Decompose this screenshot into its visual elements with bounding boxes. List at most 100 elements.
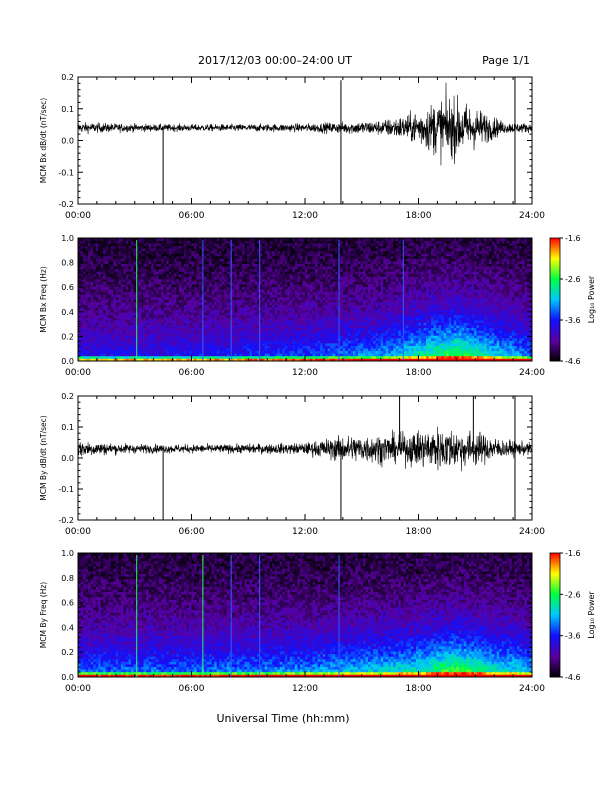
heatmap-cell bbox=[252, 296, 255, 300]
heatmap-cell bbox=[315, 294, 318, 298]
heatmap-cell bbox=[294, 268, 298, 272]
heatmap-cell bbox=[125, 253, 129, 257]
heatmap-cell bbox=[100, 279, 104, 282]
heatmap-cell bbox=[103, 240, 107, 244]
heatmap-cell bbox=[252, 309, 255, 313]
heatmap-cell bbox=[279, 284, 283, 288]
heatmap-cell bbox=[297, 276, 301, 280]
heatmap-cell bbox=[168, 255, 172, 259]
y-tick-label: 0.1 bbox=[61, 105, 74, 114]
heatmap-cell bbox=[289, 343, 293, 346]
heatmap-cell bbox=[136, 289, 139, 293]
heatmap-cell bbox=[287, 307, 291, 311]
heatmap-cell bbox=[330, 304, 334, 308]
heatmap-cell bbox=[83, 314, 86, 318]
heatmap-cell bbox=[115, 345, 119, 349]
heatmap-cell bbox=[163, 332, 167, 336]
heatmap-cell bbox=[332, 340, 336, 344]
heatmap-cell bbox=[151, 322, 155, 326]
heatmap-cell bbox=[206, 268, 210, 272]
heatmap-cell bbox=[307, 261, 311, 264]
heatmap-cell bbox=[113, 345, 117, 349]
heatmap-cell bbox=[178, 332, 182, 336]
heatmap-cell bbox=[136, 273, 139, 277]
heatmap-cell bbox=[246, 299, 250, 303]
heatmap-cell bbox=[125, 350, 129, 354]
heatmap-cell bbox=[168, 325, 172, 329]
heatmap-cell bbox=[257, 345, 260, 349]
heatmap-cell bbox=[130, 325, 134, 329]
heatmap-cell bbox=[252, 255, 255, 259]
heatmap-cell bbox=[156, 312, 160, 316]
heatmap-cell bbox=[133, 255, 137, 259]
heatmap-cell bbox=[196, 248, 200, 252]
heatmap-cell bbox=[305, 284, 308, 288]
heatmap-cell bbox=[292, 322, 296, 326]
heatmap-cell bbox=[115, 302, 119, 305]
heatmap-cell bbox=[236, 261, 240, 264]
heatmap-cell bbox=[305, 335, 308, 339]
heatmap-cell bbox=[153, 284, 157, 288]
heatmap-cell bbox=[188, 343, 192, 346]
heatmap-cell bbox=[284, 355, 288, 359]
heatmap-cell bbox=[302, 243, 306, 247]
heatmap-cell bbox=[284, 255, 288, 259]
heatmap-cell bbox=[151, 240, 155, 244]
heatmap-cell bbox=[252, 291, 255, 295]
heatmap-cell bbox=[307, 325, 311, 329]
heatmap-cell bbox=[156, 238, 160, 241]
heatmap-cell bbox=[317, 294, 321, 298]
heatmap-cell bbox=[246, 317, 250, 321]
heatmap-cell bbox=[128, 332, 132, 336]
heatmap-cell bbox=[214, 268, 218, 272]
heatmap-cell bbox=[310, 299, 313, 303]
heatmap-cell bbox=[219, 279, 223, 282]
heatmap-cell bbox=[113, 245, 117, 249]
heatmap-cell bbox=[320, 240, 323, 244]
heatmap-cell bbox=[297, 253, 301, 257]
heatmap-cell bbox=[322, 258, 326, 262]
heatmap-cell bbox=[108, 281, 112, 285]
heatmap-cell bbox=[211, 266, 215, 270]
heatmap-cell bbox=[148, 248, 152, 252]
heatmap-cell bbox=[168, 337, 172, 341]
heatmap-cell bbox=[125, 240, 129, 244]
heatmap-cell bbox=[178, 258, 182, 262]
heatmap-cell bbox=[279, 299, 283, 303]
heatmap-cell bbox=[312, 296, 316, 300]
heatmap-cell bbox=[191, 330, 195, 334]
heatmap-cell bbox=[88, 250, 91, 254]
heatmap-cell bbox=[226, 302, 230, 305]
heatmap-cell bbox=[262, 248, 265, 252]
heatmap-cell bbox=[156, 294, 160, 298]
heatmap-cell bbox=[108, 302, 112, 305]
heatmap-cell bbox=[151, 250, 155, 254]
heatmap-cell bbox=[105, 248, 109, 252]
heatmap-cell bbox=[241, 273, 245, 277]
heatmap-cell bbox=[204, 340, 207, 344]
heatmap-cell bbox=[277, 294, 281, 298]
heatmap-cell bbox=[90, 312, 94, 316]
heatmap-cell bbox=[196, 263, 200, 267]
heatmap-cell bbox=[269, 250, 273, 254]
heatmap-cell bbox=[241, 250, 245, 254]
heatmap-cell bbox=[95, 248, 99, 252]
heatmap-cell bbox=[224, 238, 228, 241]
heatmap-cell bbox=[254, 258, 258, 262]
heatmap-cell bbox=[158, 296, 162, 300]
heatmap-cell bbox=[78, 248, 81, 252]
heatmap-cell bbox=[224, 332, 228, 336]
heatmap-cell bbox=[307, 273, 311, 277]
heatmap-cell bbox=[294, 250, 298, 254]
heatmap-cell bbox=[128, 281, 132, 285]
heatmap-cell bbox=[297, 261, 301, 264]
heatmap-cell bbox=[171, 330, 175, 334]
heatmap-cell bbox=[262, 353, 265, 357]
heatmap-cell bbox=[317, 350, 321, 354]
heatmap-cell bbox=[297, 279, 301, 282]
heatmap-cell bbox=[277, 358, 281, 362]
heatmap-cell bbox=[98, 279, 102, 282]
heatmap-cell bbox=[231, 279, 235, 282]
heatmap-cell bbox=[234, 271, 238, 275]
heatmap-cell bbox=[123, 343, 127, 346]
